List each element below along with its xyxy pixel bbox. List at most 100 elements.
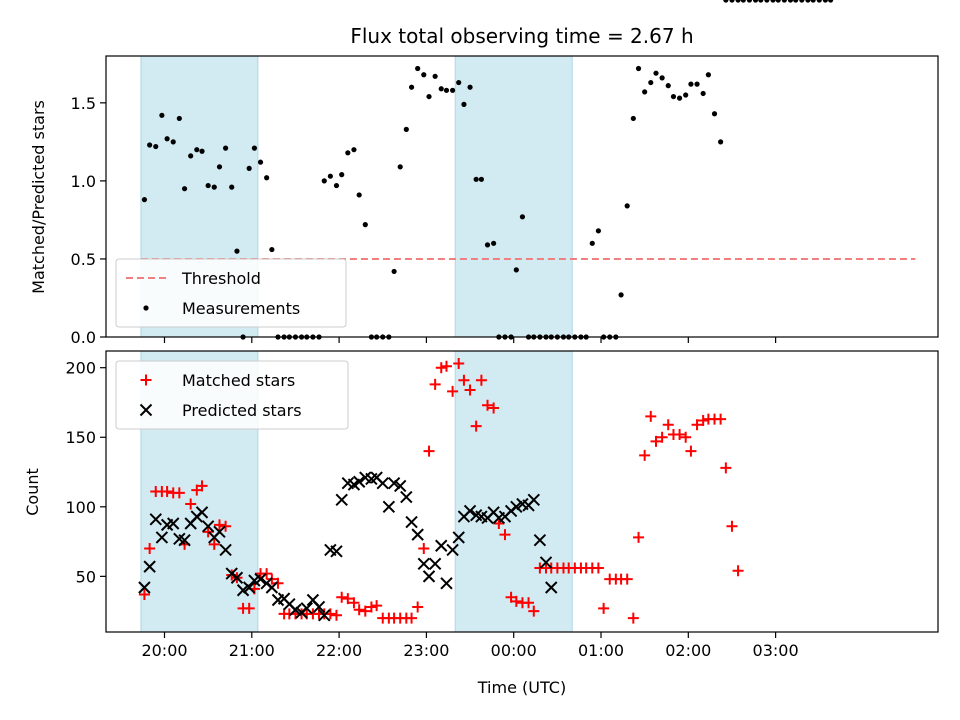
data-marker	[178, 533, 191, 547]
data-point	[828, 0, 834, 3]
data-marker	[482, 399, 494, 411]
y-tick-label: 0.5	[71, 250, 96, 269]
data-point	[356, 192, 362, 198]
data-marker	[418, 543, 430, 555]
data-marker	[411, 528, 424, 541]
data-point	[339, 172, 345, 178]
top-panel: 0.0 0.5 1.0 1.5 Threshold Measurements	[71, 0, 939, 347]
legend-key	[139, 403, 153, 417]
data-point	[676, 95, 683, 101]
legend-label: Predicted stars	[182, 401, 302, 420]
data-marker	[435, 539, 448, 552]
data-marker	[697, 415, 709, 427]
data-point	[269, 246, 275, 253]
data-point	[188, 153, 194, 159]
data-marker	[167, 517, 180, 530]
data-marker	[523, 597, 535, 609]
data-point	[810, 0, 816, 3]
data-marker	[510, 500, 523, 514]
data-marker	[365, 601, 377, 613]
data-marker	[185, 498, 197, 510]
data-marker	[435, 362, 447, 374]
data-marker	[428, 557, 442, 571]
bottom-panel: 50 100 150 200 20:00 21:00 22:00 23:00 00:00 01:0…	[65, 351, 939, 660]
data-point	[443, 87, 450, 93]
data-marker	[527, 493, 540, 507]
x-tick-label: 00:00	[491, 641, 537, 660]
data-marker	[359, 605, 371, 617]
data-marker	[528, 605, 540, 617]
data-point	[513, 267, 519, 273]
x-axis-label: Time (UTC)	[477, 678, 566, 697]
data-point	[711, 111, 718, 117]
data-point	[216, 164, 223, 170]
data-marker	[539, 556, 553, 569]
data-marker	[627, 612, 639, 624]
data-marker	[674, 428, 686, 440]
top-panel-frame	[105, 55, 939, 338]
data-point	[648, 79, 654, 86]
data-point	[799, 0, 805, 3]
data-point	[735, 0, 741, 3]
data-marker	[312, 600, 326, 614]
data-marker	[417, 557, 430, 571]
data-marker	[149, 513, 162, 526]
data-marker	[639, 449, 651, 461]
observing-span	[454, 55, 573, 338]
data-marker	[446, 543, 459, 557]
data-point	[618, 292, 624, 298]
data-marker	[336, 591, 348, 603]
data-marker	[645, 410, 657, 422]
x-tick-label: 01:00	[578, 641, 624, 660]
data-marker	[289, 603, 302, 616]
data-point	[659, 75, 665, 81]
data-point	[595, 228, 601, 234]
data-marker	[720, 462, 732, 474]
x-tick-label: 23:00	[403, 641, 449, 660]
data-marker	[144, 543, 156, 555]
data-marker	[592, 562, 604, 574]
data-point	[589, 240, 595, 246]
data-point	[729, 0, 735, 3]
data-marker	[138, 588, 150, 600]
data-point	[264, 175, 270, 181]
data-marker	[300, 602, 314, 615]
data-point	[683, 92, 689, 98]
bottom-panel-y-axis-label: Count	[23, 468, 42, 516]
data-point	[170, 139, 176, 145]
top-legend: Threshold Measurements	[115, 258, 347, 328]
data-point	[781, 0, 787, 3]
data-point	[624, 203, 630, 209]
data-point	[653, 70, 659, 76]
data-point	[642, 89, 648, 95]
data-point	[176, 115, 182, 122]
data-marker	[201, 520, 215, 533]
data-point	[816, 0, 822, 3]
data-marker	[691, 419, 703, 431]
data-marker	[440, 577, 453, 590]
data-marker	[342, 593, 354, 605]
data-point	[758, 0, 764, 3]
data-marker	[143, 560, 156, 573]
data-marker	[213, 519, 225, 531]
data-marker	[475, 374, 487, 386]
data-point	[670, 93, 677, 100]
data-marker	[423, 445, 435, 457]
data-marker	[400, 490, 413, 504]
data-marker	[447, 385, 459, 397]
data-point	[153, 143, 159, 150]
data-point	[764, 0, 770, 3]
data-marker	[202, 526, 214, 538]
data-point	[456, 79, 462, 86]
data-point	[141, 197, 148, 203]
x-tick-label: 21:00	[229, 641, 275, 660]
data-point	[822, 0, 828, 3]
x-tick-label: 03:00	[753, 641, 799, 660]
data-point	[147, 142, 153, 148]
data-marker	[220, 520, 232, 532]
data-point	[159, 112, 165, 118]
data-point	[432, 73, 438, 79]
data-marker	[726, 520, 738, 532]
data-point	[746, 0, 753, 3]
data-point	[484, 242, 491, 248]
